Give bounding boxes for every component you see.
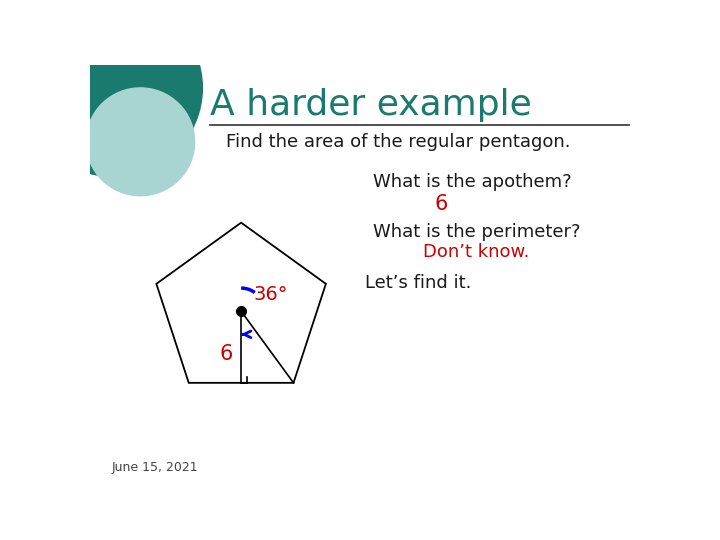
Text: What is the apothem?: What is the apothem? (373, 173, 572, 191)
Text: 6: 6 (220, 343, 233, 363)
Text: 6: 6 (435, 194, 449, 214)
Text: A harder example: A harder example (210, 88, 532, 122)
Text: What is the perimeter?: What is the perimeter? (373, 222, 580, 241)
Text: Let’s find it.: Let’s find it. (365, 274, 472, 292)
Text: 36°: 36° (253, 285, 288, 304)
Text: Don’t know.: Don’t know. (423, 244, 530, 261)
Text: June 15, 2021: June 15, 2021 (112, 461, 198, 474)
Text: Find the area of the regular pentagon.: Find the area of the regular pentagon. (225, 132, 570, 151)
Circle shape (24, 0, 202, 177)
Circle shape (86, 88, 194, 195)
